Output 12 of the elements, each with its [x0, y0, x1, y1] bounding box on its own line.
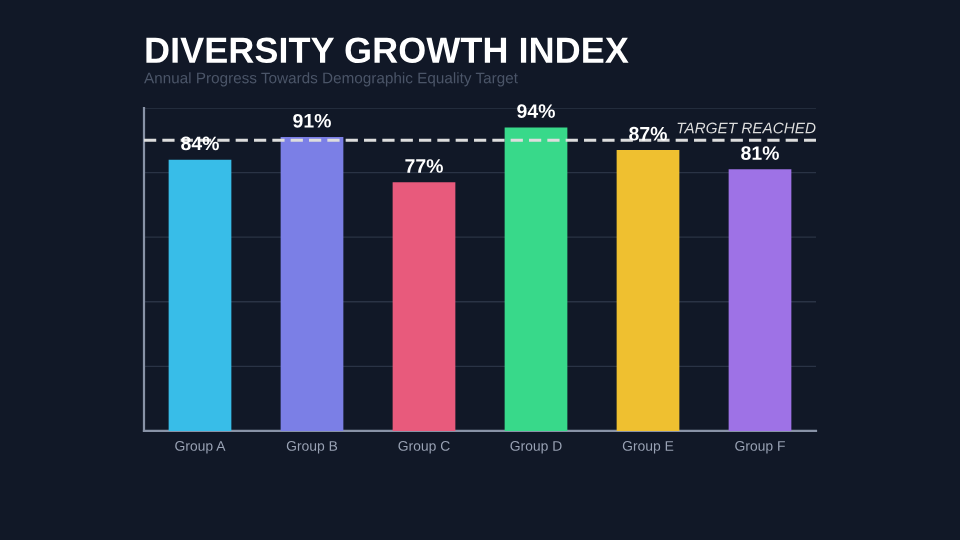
data-label: 91% — [293, 113, 331, 128]
bar — [616, 149, 680, 431]
bar — [728, 169, 792, 431]
bar — [168, 159, 232, 431]
data-label: 81% — [741, 146, 779, 160]
data-label: 77% — [405, 159, 443, 173]
bar — [392, 182, 456, 431]
data-label: 87% — [629, 126, 667, 141]
chart-title: DIVERSITY GROWTH INDEX — [146, 37, 629, 64]
bar — [280, 137, 344, 431]
bar — [504, 127, 568, 431]
data-label: 94% — [517, 104, 555, 118]
